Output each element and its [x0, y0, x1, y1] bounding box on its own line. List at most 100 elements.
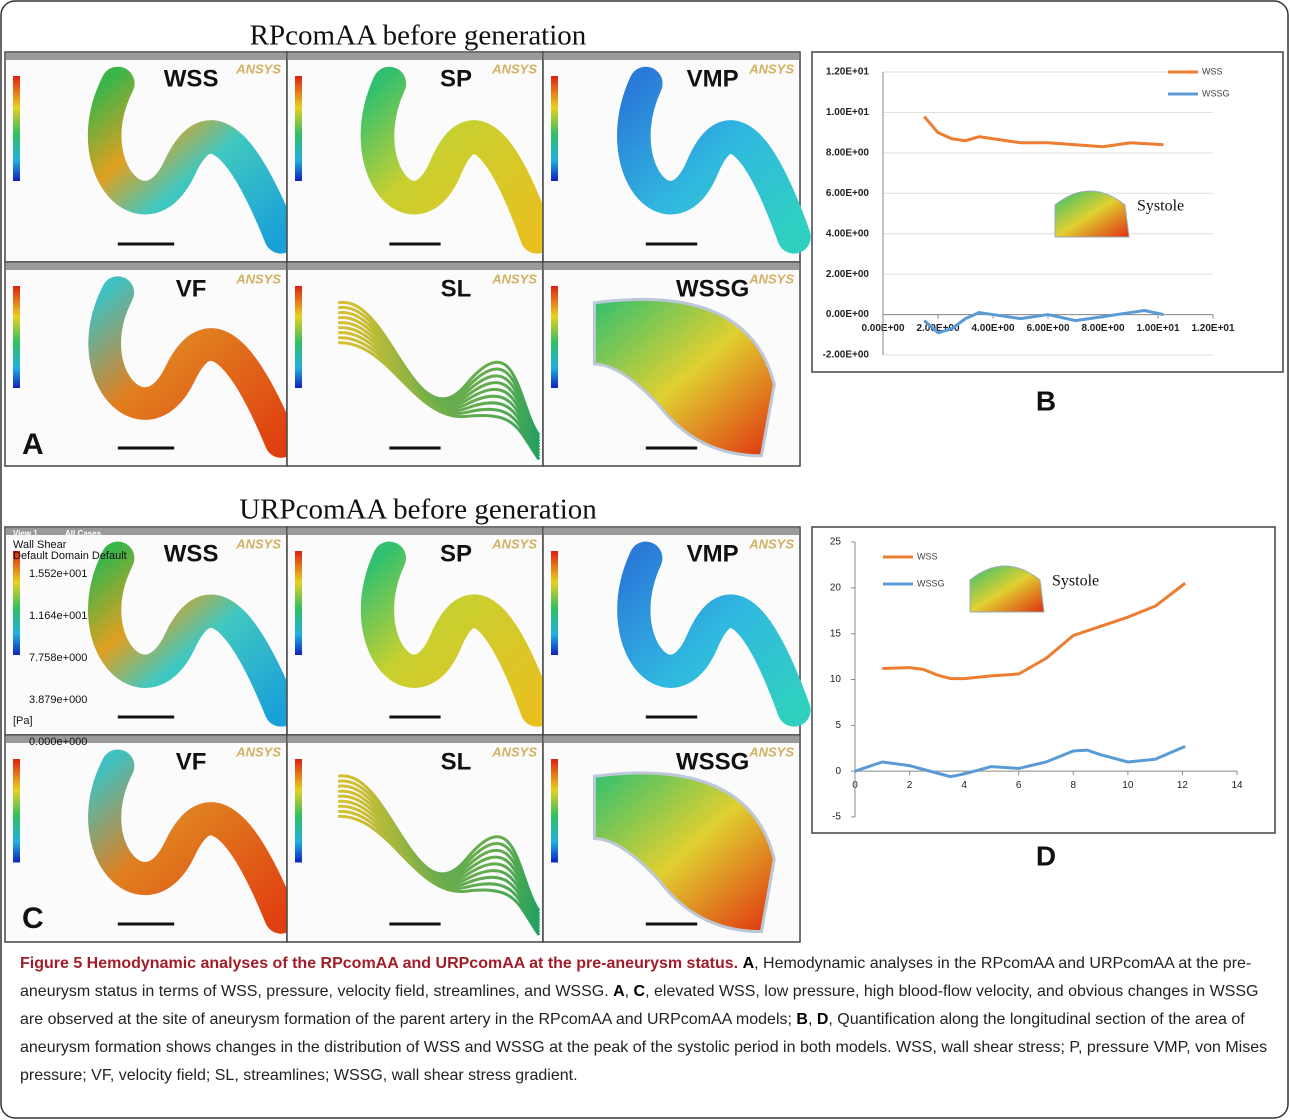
series-line — [923, 115, 1164, 149]
view-toolbar — [6, 53, 286, 60]
view-name: SP — [440, 540, 472, 567]
streamline — [337, 306, 541, 440]
legend-title: Wall Shear — [13, 539, 67, 551]
y-tick-label: 10 — [830, 674, 842, 685]
streamline — [338, 809, 541, 933]
streamline — [338, 804, 541, 930]
caption-ref: C — [633, 983, 646, 1000]
software-logo: ANSYS — [491, 536, 537, 551]
software-logo: ANSYS — [491, 744, 537, 759]
streamline — [338, 331, 541, 455]
streamline — [338, 321, 541, 449]
vessel — [88, 276, 298, 458]
section-title: URPcomAA before generation — [239, 494, 597, 526]
systole-inset — [1054, 190, 1130, 238]
view-name: SP — [440, 65, 472, 92]
vessel — [87, 66, 298, 254]
caption-text: , Hemodynamic analyses in the RPcomAA an… — [20, 955, 1252, 1000]
legend-tick: 7.758e+000 — [29, 652, 87, 664]
color-bar — [295, 551, 302, 655]
vessel — [592, 771, 776, 934]
annotation: Systole — [1052, 573, 1099, 590]
software-logo: ANSYS — [235, 271, 281, 286]
x-tick-label: 6 — [1016, 780, 1022, 791]
view-name: VF — [176, 275, 207, 302]
chart-label: D — [1036, 840, 1056, 871]
view-name: WSS — [164, 540, 219, 567]
streamline — [337, 774, 541, 912]
streamline — [338, 336, 541, 458]
software-logo: ANSYS — [491, 271, 537, 286]
view-name: WSSG — [676, 275, 749, 302]
view-name: VMP — [687, 65, 739, 92]
chart-frame — [811, 51, 1284, 373]
streamline — [337, 301, 541, 437]
software-logo: ANSYS — [748, 61, 794, 76]
legend-cases: All Cases — [65, 529, 102, 538]
view-toolbar — [6, 263, 286, 270]
color-bar — [295, 286, 302, 388]
vessel — [360, 541, 554, 727]
x-tick-label: 2.00E+00 — [916, 323, 960, 334]
legend-view: View 1 — [13, 529, 38, 538]
caption: Figure 5 Hemodynamic analyses of the RPc… — [20, 950, 1272, 1090]
view-toolbar — [544, 736, 799, 743]
software-logo: ANSYS — [491, 61, 537, 76]
view-toolbar — [288, 736, 542, 743]
view-name: SL — [441, 748, 472, 775]
color-bar — [13, 286, 20, 388]
caption-text: , Quantification along the longitudinal … — [20, 1011, 1268, 1084]
software-logo: ANSYS — [748, 271, 794, 286]
caption-ref: A — [613, 983, 625, 1000]
legend-unit: [Pa] — [13, 715, 33, 727]
view-name: SL — [441, 275, 472, 302]
chart-frame — [811, 526, 1276, 834]
software-logo: ANSYS — [748, 536, 794, 551]
software-logo: ANSYS — [748, 744, 794, 759]
y-tick-label: 8.00E+00 — [826, 147, 870, 158]
color-bar — [13, 76, 20, 181]
vessel — [617, 66, 811, 254]
legend-label: WSS — [1202, 66, 1223, 76]
y-tick-label: 5 — [835, 720, 841, 731]
y-tick-label: 6.00E+00 — [826, 188, 870, 199]
y-tick-label: 15 — [830, 628, 842, 639]
x-tick-label: 1.20E+01 — [1191, 323, 1235, 334]
chart-label: B — [1036, 385, 1056, 416]
legend-tick: 1.552e+001 — [29, 568, 87, 580]
view-name: WSSG — [676, 748, 749, 775]
color-bar — [551, 286, 558, 388]
y-tick-label: 0 — [835, 766, 841, 777]
color-bar — [13, 759, 20, 863]
x-tick-label: 12 — [1177, 780, 1189, 791]
y-tick-label: 4.00E+00 — [826, 228, 870, 239]
panel-label: A — [22, 428, 44, 461]
streamline — [338, 341, 541, 461]
caption-ref: D — [816, 1011, 829, 1028]
view-toolbar — [288, 53, 542, 60]
view-name: VMP — [687, 540, 739, 567]
systole-inset — [969, 565, 1045, 613]
view-toolbar — [288, 263, 542, 270]
color-bar — [295, 759, 302, 863]
streamline — [338, 326, 541, 452]
software-logo: ANSYS — [235, 61, 281, 76]
series-line — [923, 309, 1164, 335]
y-tick-label: 20 — [830, 582, 842, 593]
series-line — [882, 582, 1187, 681]
color-bar — [551, 759, 558, 863]
view-toolbar — [544, 263, 799, 270]
caption-text: , — [624, 983, 634, 1000]
caption-text: , elevated WSS, low pressure, high blood… — [20, 983, 1259, 1028]
streamline — [337, 784, 541, 918]
legend-tick: 1.164e+001 — [29, 610, 87, 622]
view-name: WSS — [164, 65, 219, 92]
caption-text: , — [807, 1011, 817, 1028]
x-tick-label: 8.00E+00 — [1081, 323, 1125, 334]
streamline — [337, 789, 541, 921]
y-tick-label: 1.20E+01 — [826, 67, 870, 78]
x-tick-label: 8 — [1071, 780, 1077, 791]
software-logo: ANSYS — [235, 744, 281, 759]
legend-tick: 0.000e+000 — [29, 736, 87, 748]
